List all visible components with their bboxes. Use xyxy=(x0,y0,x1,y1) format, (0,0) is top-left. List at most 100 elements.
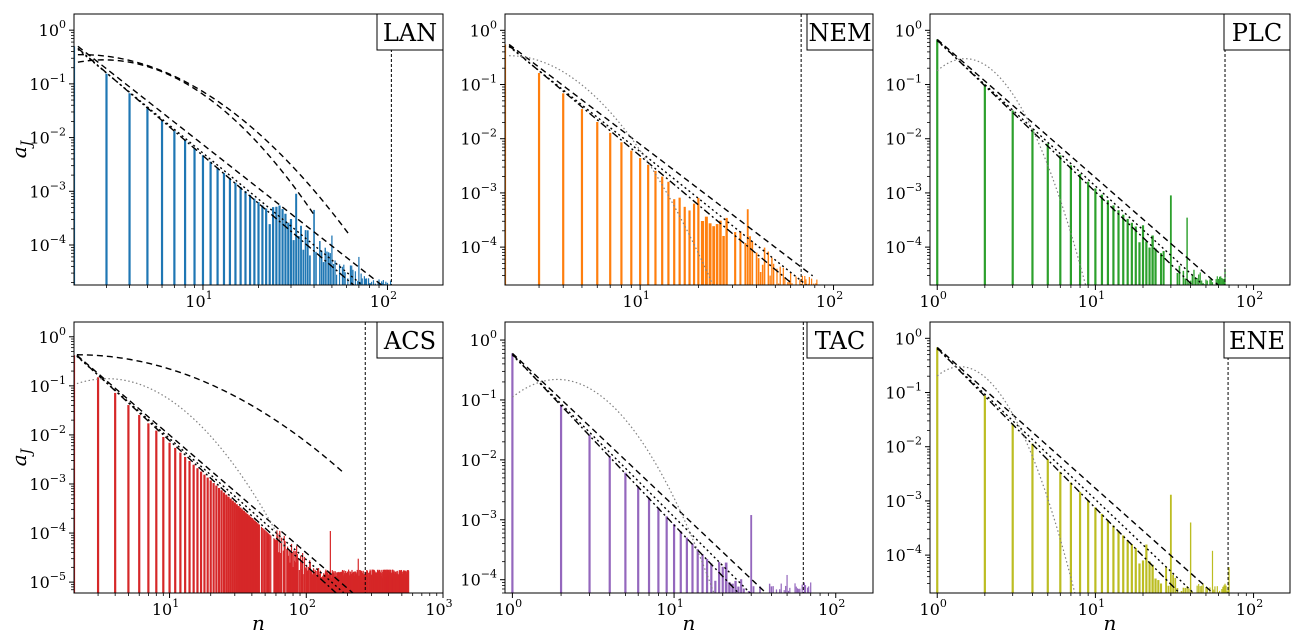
bar xyxy=(1100,194,1104,285)
bar xyxy=(779,266,781,285)
plot-frame xyxy=(73,321,444,594)
fit-line xyxy=(76,354,354,593)
bar xyxy=(1046,459,1049,593)
bar xyxy=(173,131,176,285)
y-tick-exponent: 0 xyxy=(915,18,922,31)
bar xyxy=(751,241,754,285)
bar xyxy=(1213,589,1215,593)
bar xyxy=(257,524,260,593)
bar xyxy=(292,567,294,593)
x-tick-label: 102 xyxy=(818,597,845,619)
fit-line xyxy=(76,355,338,593)
bar xyxy=(301,569,303,593)
bar xyxy=(288,550,290,593)
bar xyxy=(1202,583,1204,593)
bar xyxy=(264,530,266,593)
bar xyxy=(1217,278,1220,285)
bar xyxy=(381,283,384,285)
bar xyxy=(1126,218,1129,285)
bar xyxy=(386,282,389,285)
bar xyxy=(227,496,230,593)
bar xyxy=(1205,279,1207,285)
y-tick-label: 100 xyxy=(39,18,66,40)
bar xyxy=(688,210,691,285)
x-tick-label: 101 xyxy=(152,597,179,619)
bar xyxy=(661,176,664,285)
bar xyxy=(1145,241,1148,285)
bar xyxy=(1176,272,1179,285)
bar xyxy=(1211,550,1214,593)
bar xyxy=(296,553,298,593)
bar xyxy=(351,265,353,285)
bar xyxy=(324,247,326,285)
bar xyxy=(757,258,760,285)
bar xyxy=(229,498,232,593)
bar xyxy=(327,252,330,285)
x-tick-exponent: 2 xyxy=(390,289,397,302)
x-tick-label: 101 xyxy=(656,597,683,619)
bar xyxy=(1141,560,1145,593)
bar xyxy=(222,172,226,285)
bar xyxy=(1087,499,1090,593)
bar xyxy=(275,206,278,285)
bar xyxy=(261,205,264,285)
fit-line xyxy=(936,347,1181,593)
bar xyxy=(624,472,627,593)
bar xyxy=(357,280,359,285)
bar xyxy=(306,570,309,593)
bar xyxy=(1159,583,1163,593)
y-tick-exponent: −1 xyxy=(481,73,497,86)
bar xyxy=(209,161,212,285)
bar xyxy=(1046,143,1049,285)
bar xyxy=(290,551,292,593)
bar xyxy=(332,263,335,285)
bar xyxy=(328,575,330,593)
bar xyxy=(363,276,366,285)
bar xyxy=(779,589,781,593)
x-tick-label: 100 xyxy=(920,597,947,619)
y-tick-exponent: −1 xyxy=(50,374,66,387)
fit-line xyxy=(77,48,364,285)
fit-line xyxy=(936,366,1076,593)
bar xyxy=(250,518,253,593)
bar xyxy=(1174,577,1177,593)
y-tick-exponent: −2 xyxy=(906,435,922,448)
y-tick-label: 10−2 xyxy=(885,127,922,149)
bar xyxy=(266,532,269,593)
bar xyxy=(300,225,302,285)
y-tick-exponent: −3 xyxy=(906,489,922,502)
bar xyxy=(1145,544,1148,593)
bar xyxy=(377,282,379,285)
y-tick-label: 10−3 xyxy=(29,472,66,494)
bar xyxy=(1117,530,1120,593)
fit-line xyxy=(508,46,808,285)
bar xyxy=(329,253,331,285)
bar xyxy=(562,93,565,285)
bar xyxy=(286,549,288,593)
bar xyxy=(731,583,734,593)
y-tick-label: 10−2 xyxy=(460,127,497,149)
y-tick-exponent: −4 xyxy=(50,521,66,534)
y-tick-exponent: −2 xyxy=(50,423,66,436)
bar xyxy=(1188,282,1190,285)
bar xyxy=(1227,587,1229,593)
y-tick-label: 10−4 xyxy=(885,235,922,257)
y-tick-exponent: −1 xyxy=(906,73,922,86)
y-tick-label: 10−1 xyxy=(460,388,497,410)
x-tick-exponent: 1 xyxy=(677,597,684,610)
y-tick-exponent: −4 xyxy=(906,235,922,248)
bar xyxy=(335,274,338,285)
bar xyxy=(244,191,247,285)
bar xyxy=(804,276,806,285)
y-tick-label: 100 xyxy=(895,326,922,348)
bar xyxy=(279,530,281,593)
bar xyxy=(798,588,800,593)
bar xyxy=(212,483,215,593)
bar xyxy=(712,226,716,285)
bar xyxy=(222,492,226,593)
bar xyxy=(162,436,165,593)
bar xyxy=(174,447,177,593)
bar xyxy=(1134,226,1137,285)
bar xyxy=(74,355,76,593)
